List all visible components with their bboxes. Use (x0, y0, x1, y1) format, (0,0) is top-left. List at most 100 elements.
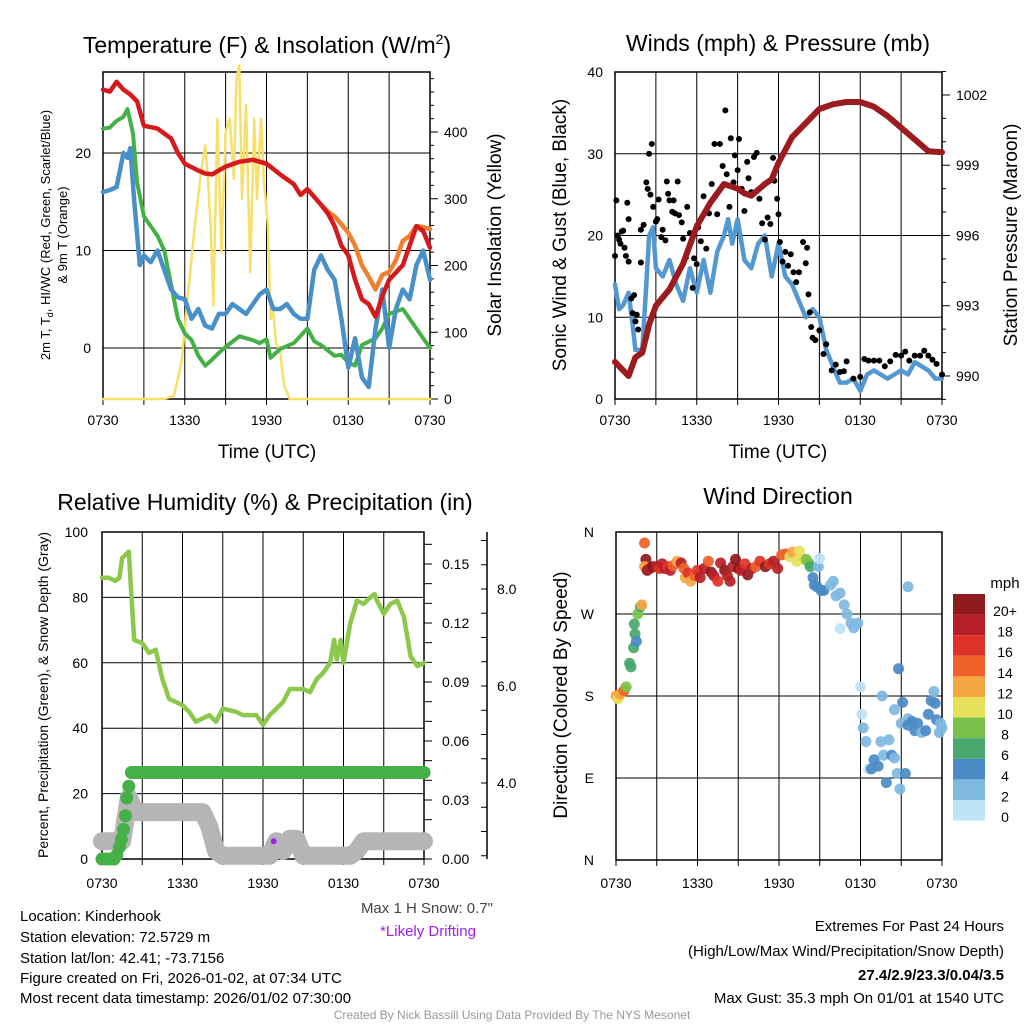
wind-direction-point (628, 618, 640, 630)
legend-swatch-14 (953, 655, 985, 677)
wind-direction-point (793, 545, 805, 557)
gust-point (719, 163, 726, 170)
precip-y-tick-label: 0.09 (442, 674, 469, 690)
legend-swatch-16 (953, 635, 985, 656)
wind-direction-point (856, 708, 868, 720)
legend-swatch-0 (953, 800, 985, 821)
winds-chart-time-tick-label: 1930 (763, 412, 794, 428)
temp-chart-time-tick-label: 0130 (333, 412, 364, 428)
rh-chart-title: Relative Humidity (%) & Precipitation (i… (57, 489, 472, 515)
legend-swatch-2 (953, 779, 985, 800)
wind-direction-point (694, 572, 706, 584)
gust-point (764, 214, 771, 221)
gust-point (795, 269, 802, 276)
wind-direction-point (636, 599, 648, 611)
pressure-y-axis-title: Station Pressure (Maroon) (1001, 124, 1022, 347)
precip-point (283, 765, 297, 779)
gust-point (761, 236, 768, 243)
legend-label: 12 (997, 685, 1013, 701)
insolation-y-tick-label: 300 (444, 191, 468, 207)
wind-direction-point (897, 696, 909, 708)
legend-swatch-10 (953, 697, 985, 718)
gust-point (753, 149, 760, 156)
rh-y-tick-label: 80 (72, 589, 88, 605)
gust-point (745, 175, 752, 182)
wind-direction-chart-title: Wind Direction (703, 483, 853, 509)
gust-point (808, 324, 815, 331)
gust-point (670, 197, 677, 204)
wind-direction-point (730, 553, 742, 565)
gust-point (631, 292, 638, 299)
sustained-wind-line (612, 216, 945, 394)
gust-point (637, 259, 644, 266)
winds-y-axis-title: Sonic Wind & Gust (Blue, Black) (550, 99, 571, 371)
gust-point (635, 326, 642, 333)
temp-chart-time-tick-label: 1330 (169, 412, 200, 428)
gust-point (708, 180, 715, 187)
legend-swatch-6 (953, 738, 985, 759)
legend-label: 2 (1001, 788, 1009, 804)
rh-chart-time-tick-label: 1330 (167, 875, 198, 891)
precip-point (363, 765, 377, 779)
legend-label: 6 (1001, 747, 1009, 763)
extremes-values: 27.4/2.9/23.3/0.04/3.5 (858, 967, 1004, 984)
gust-point (723, 171, 730, 178)
gust-point (782, 248, 789, 255)
direction-y-tick-label: E (585, 770, 594, 786)
wind-y-tick-label: 30 (587, 146, 603, 162)
gust-point (911, 352, 918, 359)
wind-direction-point (630, 635, 642, 647)
gust-point (939, 371, 945, 378)
gust-point (622, 252, 629, 259)
temp-chart-plot-frame (102, 71, 431, 400)
snow-y-tick-label: 6.0 (497, 678, 517, 694)
rh-chart-time-tick-label: 0130 (328, 875, 359, 891)
wind-direction-point (841, 608, 853, 620)
precip-point (176, 765, 189, 779)
direction-y-axis-title: Direction (Colored By Speed) (551, 571, 572, 818)
gust-point (734, 167, 741, 174)
gust-point (892, 351, 899, 358)
precip-point (296, 765, 310, 779)
legend-label: 10 (997, 706, 1013, 722)
gust-point (716, 140, 723, 147)
gust-point (625, 258, 632, 265)
gust-point (929, 356, 936, 363)
wind-direction-point (928, 685, 940, 697)
gust-point (726, 203, 733, 210)
gust-point (684, 203, 691, 210)
gust-point (804, 244, 811, 251)
temp-y-axis-title: 2m T, Td, HI/WC (Red, Green, Scarlet/Blu… (38, 110, 55, 360)
wind-direction-point (936, 722, 948, 734)
direction-y-tick-label: N (584, 852, 594, 868)
precip-point (116, 822, 130, 836)
snow-y-tick-label: 4.0 (497, 775, 517, 791)
pressure-y-tick-label: 999 (956, 157, 980, 173)
insolation-y-tick-label: 400 (444, 124, 468, 140)
direction-chart-time-tick-label: 1930 (763, 875, 794, 891)
legend-label: 8 (1001, 727, 1009, 743)
legend-swatch-8 (953, 717, 985, 739)
gust-point (632, 318, 639, 325)
gust-point (832, 361, 839, 368)
gust-point (802, 260, 809, 267)
likely-drifting-label: *Likely Drifting (380, 923, 476, 940)
gust-point (800, 239, 807, 246)
precip-point (216, 765, 230, 779)
gust-point (620, 227, 627, 234)
direction-y-tick-label: N (584, 524, 594, 540)
pressure-y-tick-label: 990 (956, 368, 980, 384)
wind-direction-point (772, 562, 784, 574)
precip-point (323, 765, 337, 779)
gust-point (700, 193, 707, 200)
wind-direction-point (929, 697, 941, 709)
winds-chart-time-tick-label: 0130 (845, 412, 876, 428)
wind-direction-point (855, 681, 866, 693)
precip-point (114, 832, 128, 846)
gust-point (731, 152, 738, 159)
gust-point (887, 358, 894, 365)
wind-direction-point (902, 581, 914, 593)
gust-point (644, 185, 651, 192)
gust-point (902, 348, 909, 355)
precip-y-tick-label: 0.15 (442, 556, 469, 572)
